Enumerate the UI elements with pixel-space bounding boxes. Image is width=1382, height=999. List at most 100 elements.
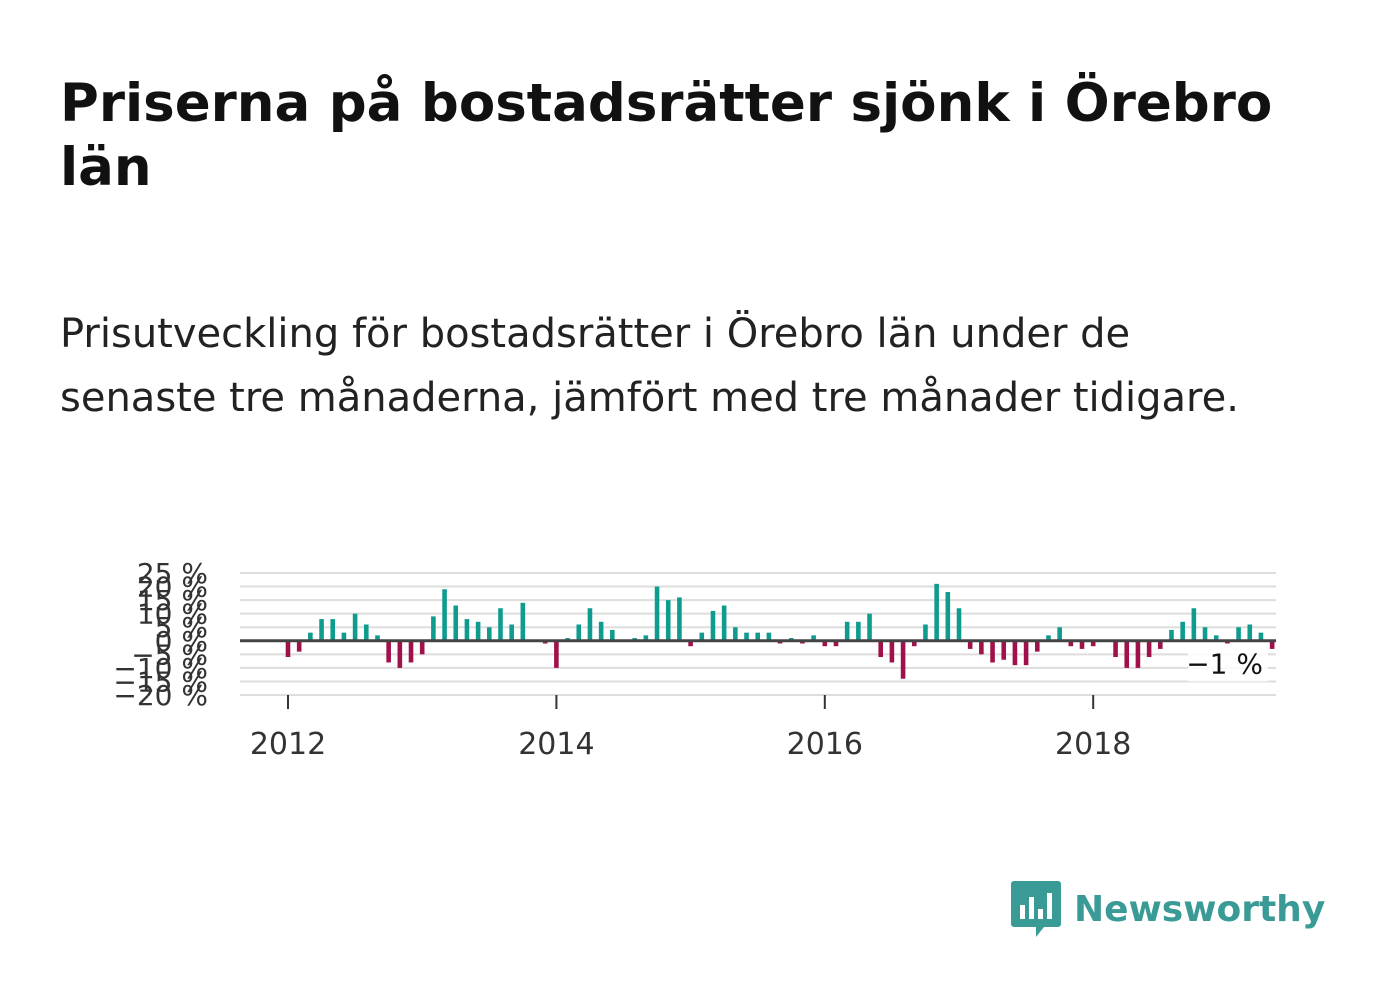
x-tick-label: 2012 [250,727,326,760]
bars [285,583,1275,679]
bar [319,619,324,641]
bar [967,640,973,649]
bar [1269,640,1275,649]
chart-subtitle: Prisutveckling för bostadsrätter i Örebr… [60,311,1239,421]
x-tick-label: 2014 [518,727,594,760]
brand-name: Newsworthy [1074,888,1326,930]
bar [856,621,861,641]
bar [341,632,347,641]
bar [464,619,470,641]
bar-chart: 25 %20 %15 %10 %5 %0 %−5 %−10 %−15 %−20 … [113,557,1276,760]
y-tick-label: 5 % [155,611,208,644]
y-tick-label: −20 % [113,679,208,712]
y-tick-label: −5 % [131,638,208,671]
bar [1135,640,1141,668]
bar [945,591,951,641]
bar [296,640,302,652]
bar [1079,640,1085,649]
bar [654,586,660,641]
bar [688,640,693,647]
bar [554,640,559,668]
bar [431,616,436,641]
bar [498,608,503,641]
bar [442,589,447,641]
bar [900,640,906,679]
bar [1247,624,1253,641]
bar [475,621,481,641]
bar [844,621,850,641]
bar [1034,640,1040,652]
bar [1124,640,1130,668]
bar [509,624,514,641]
bar [520,602,526,641]
last-value-label: −1 % [1186,647,1263,680]
bar [1046,635,1051,641]
y-tick-label: −15 % [113,665,208,698]
y-tick-label: 20 % [137,571,208,604]
bar [285,640,291,658]
axes: 25 %20 %15 %10 %5 %0 %−5 %−10 %−15 %−20 … [113,557,1276,760]
bar [375,635,380,641]
bar [363,624,369,641]
bar [1202,627,1208,641]
y-tick-label: 15 % [137,584,208,617]
bar [330,619,336,641]
bar [710,610,716,641]
bar [1068,640,1074,647]
bar [911,640,917,647]
bar [744,632,749,641]
y-tick-label: 10 % [137,598,208,631]
bar [833,640,839,647]
bar [979,640,984,655]
bar [1191,608,1197,641]
bar [733,627,738,641]
bar [1012,640,1018,666]
y-tick-label: 25 % [137,557,208,590]
y-tick-label: 0 % [155,625,208,658]
bar [308,632,313,641]
bar [811,635,816,641]
bar [1180,621,1185,641]
y-tick-label: −10 % [113,652,208,685]
bar [721,605,727,641]
bar [1213,635,1219,641]
bar [419,640,425,655]
bar [587,608,593,641]
bar [677,597,682,641]
last-value-label-bg [1188,647,1268,682]
newsworthy-logo-icon [1011,881,1061,937]
bar [990,640,995,663]
bar [610,629,615,641]
bar [1158,640,1163,649]
bar [934,583,939,641]
x-tick-label: 2016 [787,727,863,760]
bar [699,632,705,641]
chart-title: Priserna på bostadsrätter sjönk i Örebro… [60,73,1273,198]
bar [867,613,872,641]
newsworthy-logo: Newsworthy [1010,878,1325,940]
bar [1001,640,1007,660]
bar [1057,627,1062,641]
bar [956,608,962,641]
bar [453,605,459,641]
bar [755,632,760,641]
bar [822,640,828,647]
bar [1023,640,1029,666]
bar [1169,629,1174,641]
bar [598,621,604,641]
bar [923,624,928,641]
bar [1113,640,1118,658]
bar [1090,640,1096,647]
bar [352,613,358,641]
bar [1146,640,1152,658]
bar [386,640,391,663]
bar [766,632,772,641]
bar [397,640,403,668]
bar [487,627,492,641]
bar [665,600,671,641]
bar [889,640,895,663]
bar [1236,627,1241,641]
x-tick-label: 2018 [1055,727,1131,760]
bar [1258,632,1264,641]
bar [576,624,582,641]
